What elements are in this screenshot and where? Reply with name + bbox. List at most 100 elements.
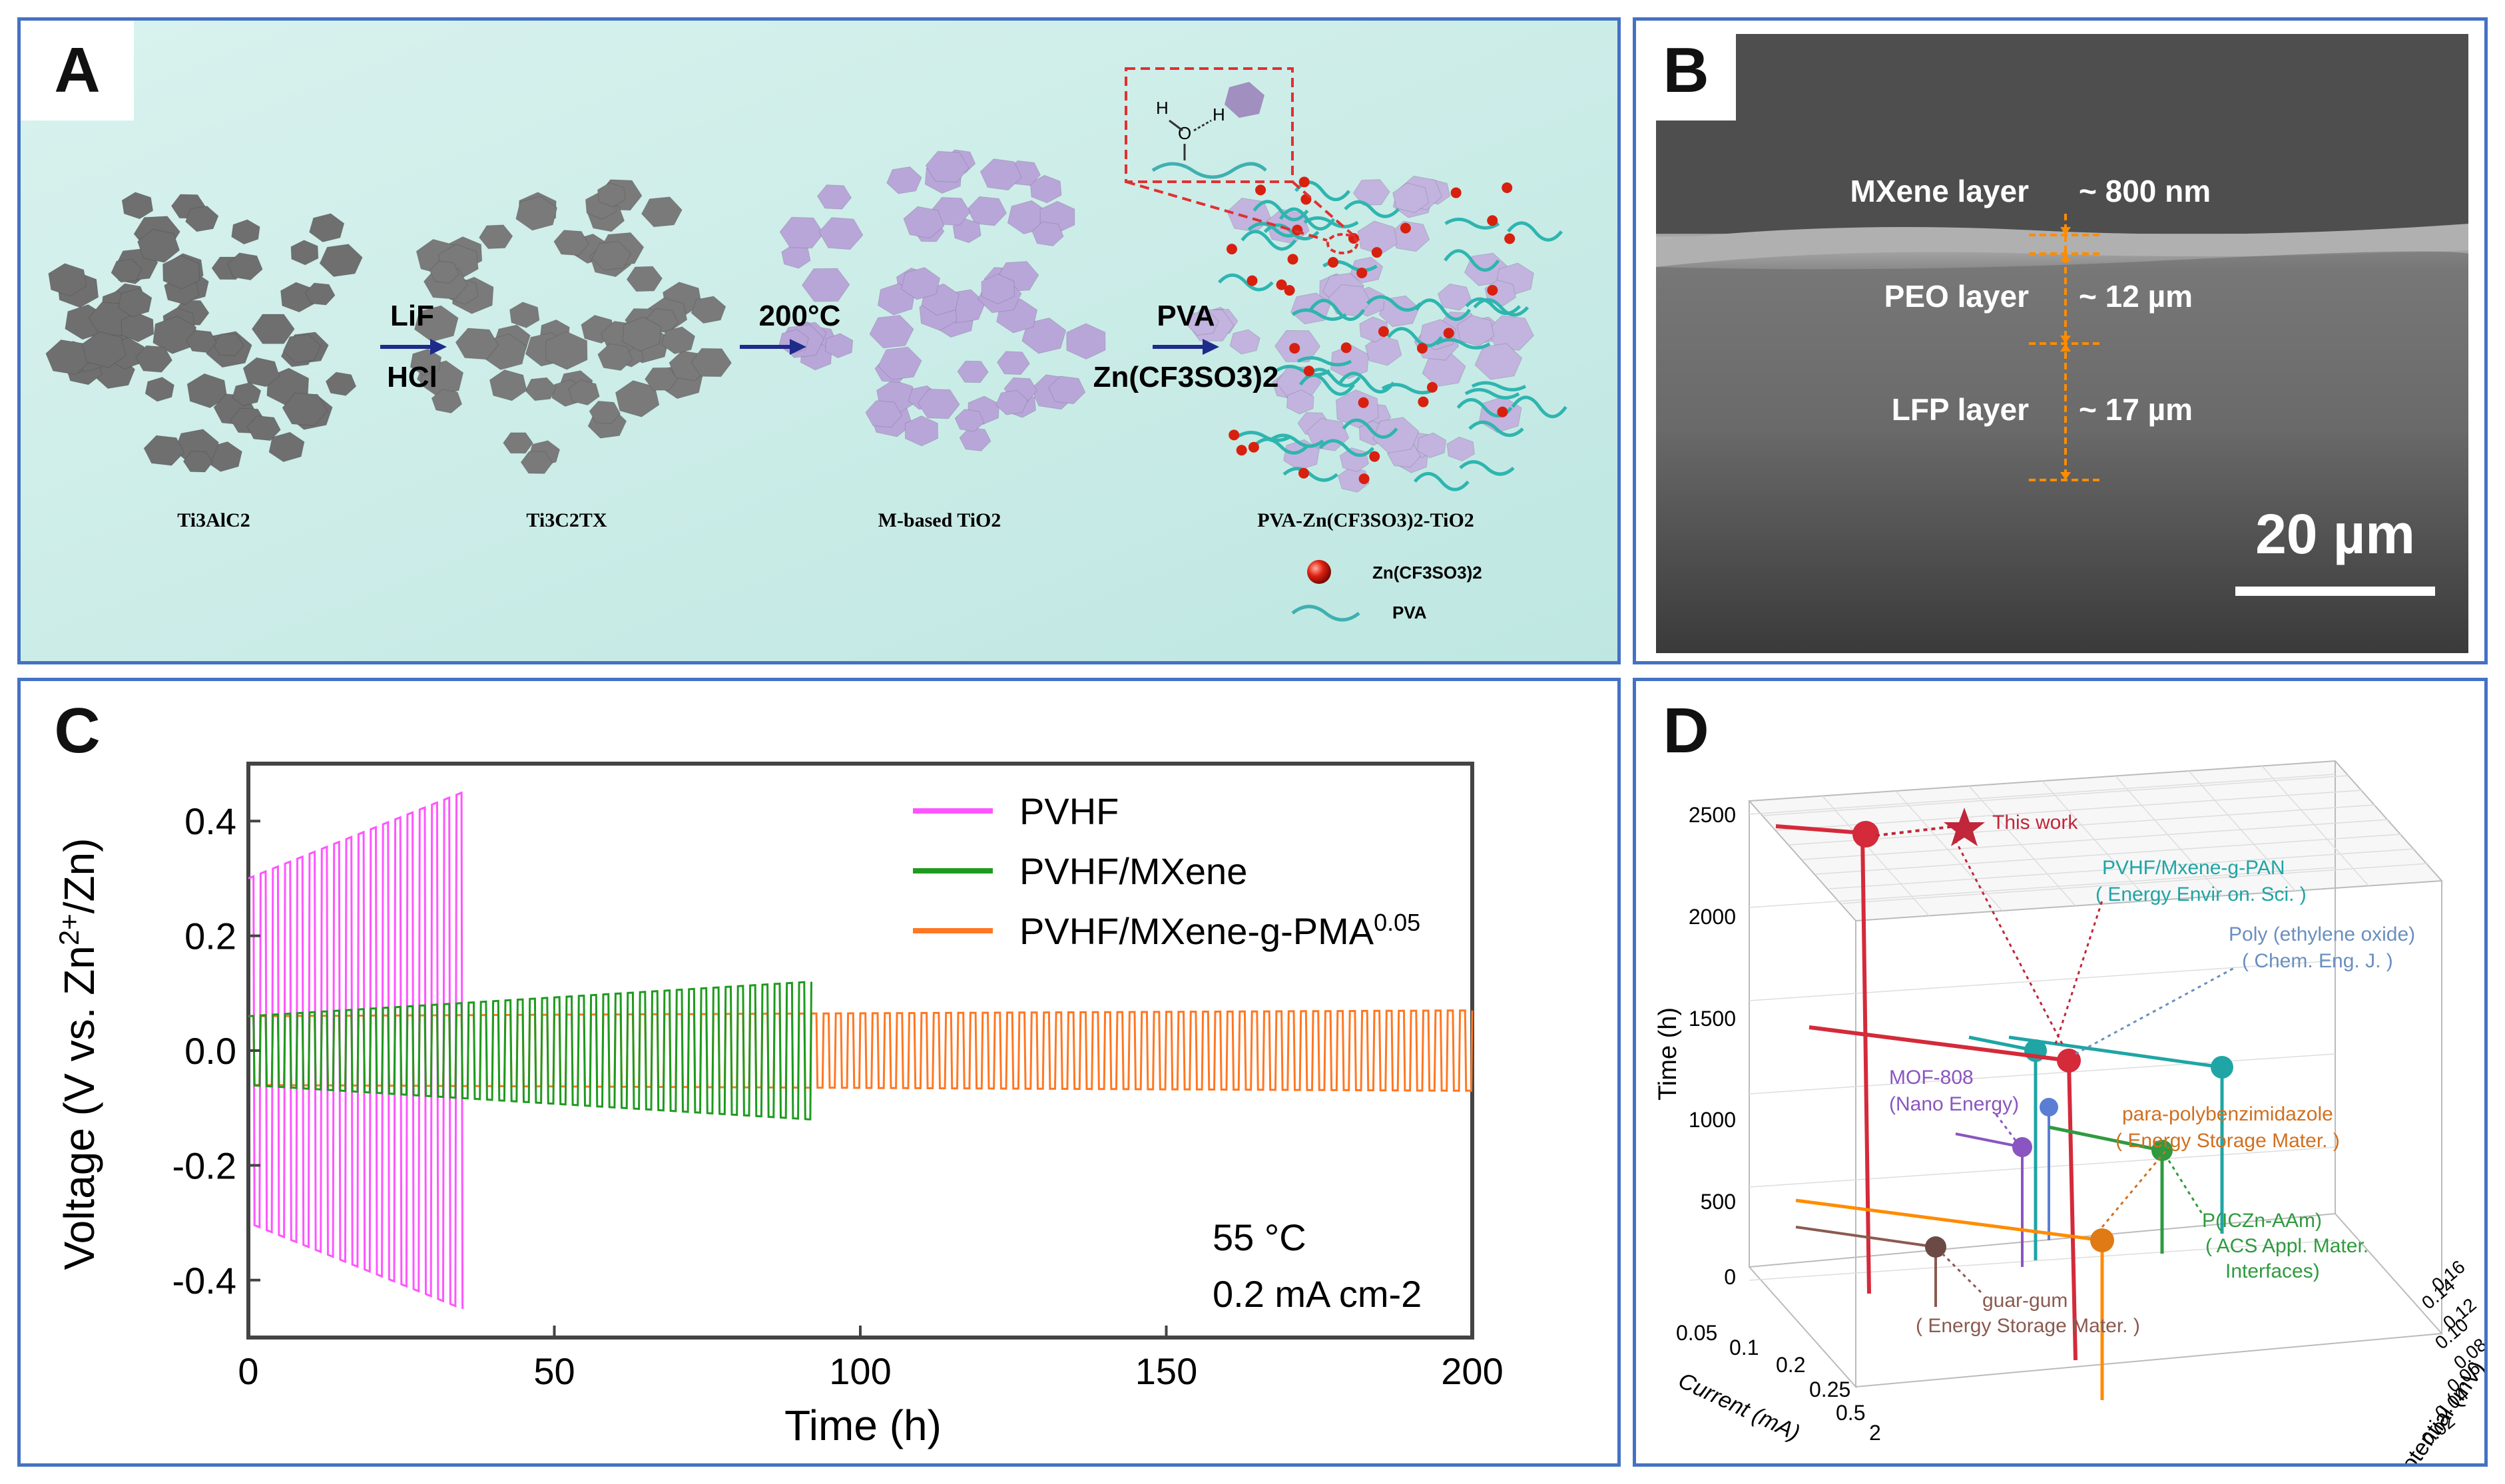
flake xyxy=(144,376,175,402)
pva-chain xyxy=(1342,418,1398,439)
x-tick-0.5: 0.5 xyxy=(1836,1401,1865,1425)
flake xyxy=(1229,329,1260,355)
x-tick-0.1: 0.1 xyxy=(1729,1336,1759,1360)
layer-thick-lfp: ~ 17 µm xyxy=(2079,392,2193,427)
voltage-profile-chart: 0 50 100 150 200 -0.4 -0.2 0.0 0.2 0.4 Time (h) V… xyxy=(53,762,1504,1449)
pva-chain xyxy=(1237,431,1292,442)
flake xyxy=(251,314,295,344)
flake xyxy=(979,158,1022,191)
y-tick-1000: 1000 xyxy=(1689,1108,1736,1132)
series-pvhf-mxene xyxy=(248,981,812,1120)
flake xyxy=(503,432,534,454)
flake xyxy=(995,389,1028,415)
pva-chain xyxy=(1282,467,1338,482)
ann-peo-1: Poly (ethylene oxide) xyxy=(2229,923,2415,945)
ann-guar-2: ( Energy Storage Mater. ) xyxy=(1916,1315,2140,1337)
zn-salt xyxy=(1371,247,1382,258)
point-this-work-ref xyxy=(1852,821,1879,848)
flake xyxy=(1187,310,1219,336)
flake xyxy=(1066,323,1106,360)
flake xyxy=(917,388,960,419)
ann-piczn-3: Interfaces) xyxy=(2225,1260,2320,1282)
point-mof808 xyxy=(1955,1098,2058,1267)
pva-chain xyxy=(1241,230,1297,251)
zn-salt xyxy=(1358,473,1370,485)
legend-pva-label: PVA xyxy=(1392,603,1427,622)
flake xyxy=(661,326,696,355)
zn-salt xyxy=(1248,441,1259,453)
flake xyxy=(242,357,280,387)
layer-name-mxene: MXene layer xyxy=(1850,174,2030,208)
arrow-2-top: 200°C xyxy=(759,300,841,332)
flake xyxy=(1286,389,1314,415)
panel-c: C 0 50 100 150 200 -0.4 -0.2 0.0 0.2 0.4 Time (h)… xyxy=(17,678,1621,1467)
panel-b-letter: B xyxy=(1636,21,1736,121)
flake xyxy=(520,451,553,474)
flake xyxy=(869,314,914,349)
flake xyxy=(282,334,322,364)
flake xyxy=(641,196,683,228)
flake xyxy=(1335,389,1379,429)
flake xyxy=(622,316,662,352)
point-guar xyxy=(1795,1226,1946,1307)
panel-b-sem: MXene layer ~ 800 nm PEO layer ~ 12 µm L… xyxy=(1656,34,2468,653)
flake xyxy=(325,371,357,396)
pva-chain xyxy=(1511,395,1567,419)
x-tick-label: 200 xyxy=(1441,1350,1503,1392)
panel-b: B xyxy=(1633,17,2488,664)
flake xyxy=(227,252,263,281)
pva-chain xyxy=(1464,387,1520,400)
flake xyxy=(959,427,991,451)
flake xyxy=(691,296,726,324)
pva-chain xyxy=(1218,273,1274,292)
flake xyxy=(1337,467,1370,493)
flake xyxy=(410,348,442,376)
x-tick-label: 150 xyxy=(1135,1350,1197,1392)
zn-salt xyxy=(1450,187,1462,198)
zn-salt xyxy=(1426,381,1438,393)
y-tick-2000: 2000 xyxy=(1689,905,1736,929)
scale-bar xyxy=(2235,587,2435,596)
legend-label: PVHF/MXene-g-PMA0.05 xyxy=(1019,909,1420,953)
pva-chain xyxy=(1465,297,1522,316)
zn-salt xyxy=(1328,257,1339,268)
step-label-3: M-based TiO2 xyxy=(878,509,1001,531)
y-axis-label-main: Voltage (V vs. Zn xyxy=(55,945,103,1270)
condition-current: 0.2 mA cm-2 xyxy=(1213,1273,1422,1315)
zn-salt xyxy=(1358,397,1369,408)
pva-chain xyxy=(1275,364,1331,377)
flake xyxy=(1372,417,1420,453)
flake xyxy=(568,379,600,406)
flake xyxy=(246,415,281,441)
this-work-star xyxy=(1944,808,1985,846)
y-tick-label: 0.4 xyxy=(184,800,236,842)
legend: PVHF PVHF/MXene PVHF/MXene-g-PMA0.05 xyxy=(913,790,1420,952)
zn-salt xyxy=(1416,343,1428,354)
flake xyxy=(186,330,217,354)
y-tick-label: -0.2 xyxy=(172,1144,237,1186)
zn-salt xyxy=(1287,254,1298,265)
layer-thick-mxene: ~ 800 nm xyxy=(2079,174,2211,208)
pva-chain xyxy=(1366,295,1422,312)
panel-c-letter: C xyxy=(21,681,134,781)
y-tick-label: -0.4 xyxy=(172,1260,237,1302)
flake xyxy=(48,263,87,297)
legend-label: PVHF/MXene xyxy=(1019,850,1247,892)
pva-chain xyxy=(1435,338,1491,350)
pva-chain xyxy=(1444,249,1500,272)
flake xyxy=(545,331,588,370)
scale-bar-label: 20 µm xyxy=(2255,503,2415,565)
ti3c2tx-cluster xyxy=(410,179,732,474)
ann-piczn-1: P(ICZn-AAm) xyxy=(2202,1210,2322,1232)
pva-chain xyxy=(1263,223,1320,241)
arrow-3: PVA Zn(CF3SO3)2 xyxy=(1093,300,1279,393)
pva-chain xyxy=(1468,420,1524,437)
flake xyxy=(1031,221,1064,247)
x-tick-0.05: 0.05 xyxy=(1676,1321,1717,1345)
flake xyxy=(900,267,941,300)
x-axis-label-d: Current (mA) xyxy=(1675,1367,1804,1445)
zn-salt xyxy=(1502,182,1513,193)
arrow-1: LiF HCl xyxy=(380,300,447,393)
panel-a: A LiF HCl 200°C xyxy=(17,17,1621,664)
flake xyxy=(309,213,345,243)
